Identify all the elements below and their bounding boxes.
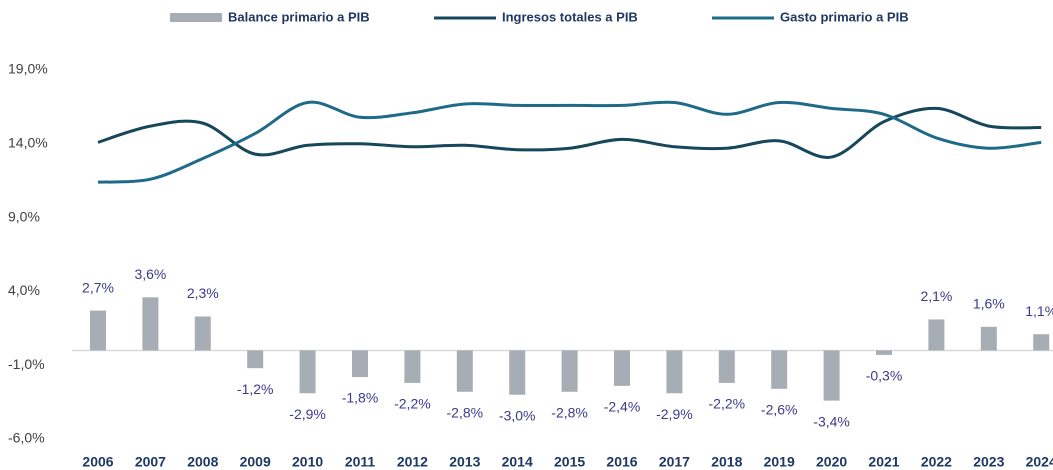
bar [561,350,578,392]
x-tick-label: 2006 [82,454,113,470]
data-label: -3,4% [813,413,850,429]
y-tick-label: 14,0% [8,135,48,151]
data-label: -2,8% [551,404,588,420]
data-label: -2,8% [447,404,484,420]
x-tick-label: 2024 [1026,454,1053,470]
bar [666,350,683,394]
bar [404,350,421,383]
x-tick-label: 2011 [345,454,376,470]
legend-label: Ingresos totales a PIB [502,9,638,24]
bar [509,350,526,395]
x-tick-label: 2022 [921,454,952,470]
data-label: -2,9% [656,406,693,422]
bar [194,316,211,351]
x-tick-label: 2015 [554,454,585,470]
x-tick-label: 2013 [449,454,480,470]
x-tick-label: 2019 [764,454,795,470]
legend-label: Balance primario a PIB [228,9,370,24]
data-label: -2,6% [761,402,798,418]
bar [299,350,316,394]
x-tick-label: 2021 [868,454,899,470]
y-tick-label: 9,0% [8,208,40,224]
x-tick-label: 2014 [502,454,533,470]
bar [823,350,840,401]
x-tick-label: 2016 [606,454,637,470]
data-label: -2,2% [394,396,431,412]
line [97,100,1042,184]
bar [90,310,106,351]
legend-swatch [170,13,222,22]
x-tick-label: 2012 [397,454,428,470]
x-tick-label: 2007 [135,454,166,470]
data-label: 2,1% [920,288,952,304]
bar [876,350,892,355]
bar [928,319,945,351]
x-tick-label: 2017 [659,454,690,470]
y-tick-label: 19,0% [8,61,48,77]
x-tick-label: 2023 [973,454,1004,470]
bar [718,350,735,383]
data-label: 3,6% [134,266,166,282]
data-label: -2,9% [289,406,326,422]
data-label: -0,3% [866,368,903,384]
bar [456,350,473,392]
data-label: -2,4% [604,399,641,415]
y-tick-label: -6,0% [8,430,45,446]
bar [142,297,159,351]
bar [1033,334,1050,351]
x-tick-label: 2008 [187,454,218,470]
data-label: 1,1% [1025,303,1053,319]
data-label: 1,6% [973,296,1005,312]
bar [352,350,368,378]
legend-label: Gasto primario a PIB [780,9,909,24]
y-tick-label: 4,0% [8,282,40,298]
data-label: -1,8% [342,390,379,406]
bar [614,350,630,386]
data-label: 2,7% [82,279,114,295]
x-tick-label: 2010 [292,454,323,470]
data-label: 2,3% [187,285,219,301]
x-tick-label: 2020 [816,454,847,470]
bar [980,326,997,351]
data-label: -3,0% [499,407,536,423]
y-tick-label: -1,0% [8,356,45,372]
line [97,106,1042,159]
bar [771,350,788,389]
bar [247,350,264,369]
x-tick-label: 2018 [711,454,742,470]
x-tick-label: 2009 [240,454,271,470]
data-label: -1,2% [237,381,274,397]
data-label: -2,2% [709,396,746,412]
